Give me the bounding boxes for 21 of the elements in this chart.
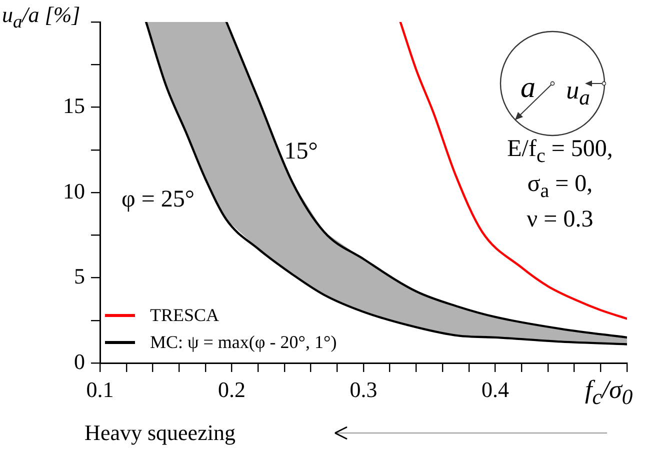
- y-tick-label: 5: [74, 264, 85, 289]
- annotation: 15°: [284, 138, 318, 166]
- x-tick-label: 0.1: [86, 376, 114, 402]
- y-tick-label: 10: [63, 178, 85, 204]
- x-axis-title: f$_{c}$/σ$_{0}$: [585, 375, 633, 410]
- annotation: u$_{a}$: [566, 75, 590, 111]
- annotation: a: [520, 71, 536, 105]
- text: Heavy squeezing: [84, 420, 236, 446]
- legend-label: TRESCA: [150, 305, 220, 326]
- annotation: σ$_{a}$ = 0,: [527, 171, 593, 203]
- line-series: [399, 22, 627, 320]
- legend-label: MC: ψ = max(φ - 20°, 1°): [150, 332, 337, 353]
- x-tick-label: 0.3: [350, 376, 378, 402]
- y-axis-title: u$_{a}$/a [%]: [2, 2, 80, 32]
- x-tick-label: 0.2: [218, 376, 246, 402]
- y-tick-label: 15: [63, 93, 85, 118]
- x-tick-label: 0.4: [482, 376, 509, 402]
- annotation: φ = 25°: [122, 186, 194, 214]
- y-tick-label: 0: [74, 348, 85, 374]
- annotation: ν = 0.3: [526, 206, 594, 234]
- annotation: E/f$_{c}$ = 500,: [507, 136, 613, 168]
